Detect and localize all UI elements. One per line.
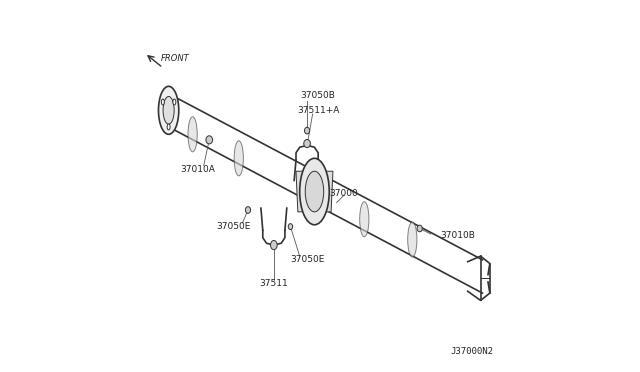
- Ellipse shape: [159, 86, 179, 134]
- Text: 37000: 37000: [330, 189, 358, 198]
- Ellipse shape: [408, 222, 417, 257]
- Ellipse shape: [271, 240, 277, 250]
- Ellipse shape: [360, 202, 369, 237]
- Ellipse shape: [288, 224, 292, 230]
- Ellipse shape: [300, 158, 329, 225]
- Text: J37000N2: J37000N2: [451, 347, 493, 356]
- Ellipse shape: [417, 225, 422, 232]
- Ellipse shape: [173, 99, 176, 105]
- Ellipse shape: [234, 141, 243, 176]
- Text: 37050E: 37050E: [216, 222, 250, 231]
- Text: 37010B: 37010B: [440, 231, 475, 240]
- Ellipse shape: [305, 171, 324, 212]
- Ellipse shape: [305, 127, 310, 134]
- Ellipse shape: [163, 96, 174, 124]
- Text: 37050B: 37050B: [301, 91, 335, 100]
- Ellipse shape: [304, 140, 310, 148]
- Text: 37050E: 37050E: [290, 255, 324, 264]
- Text: 37511+A: 37511+A: [297, 106, 339, 115]
- Text: 37010A: 37010A: [180, 165, 215, 174]
- Ellipse shape: [245, 207, 251, 213]
- Text: FRONT: FRONT: [161, 54, 190, 63]
- Polygon shape: [296, 171, 333, 212]
- Ellipse shape: [206, 136, 212, 144]
- Ellipse shape: [167, 124, 170, 130]
- Ellipse shape: [188, 117, 197, 152]
- Text: 37511: 37511: [259, 279, 288, 288]
- Ellipse shape: [161, 99, 164, 105]
